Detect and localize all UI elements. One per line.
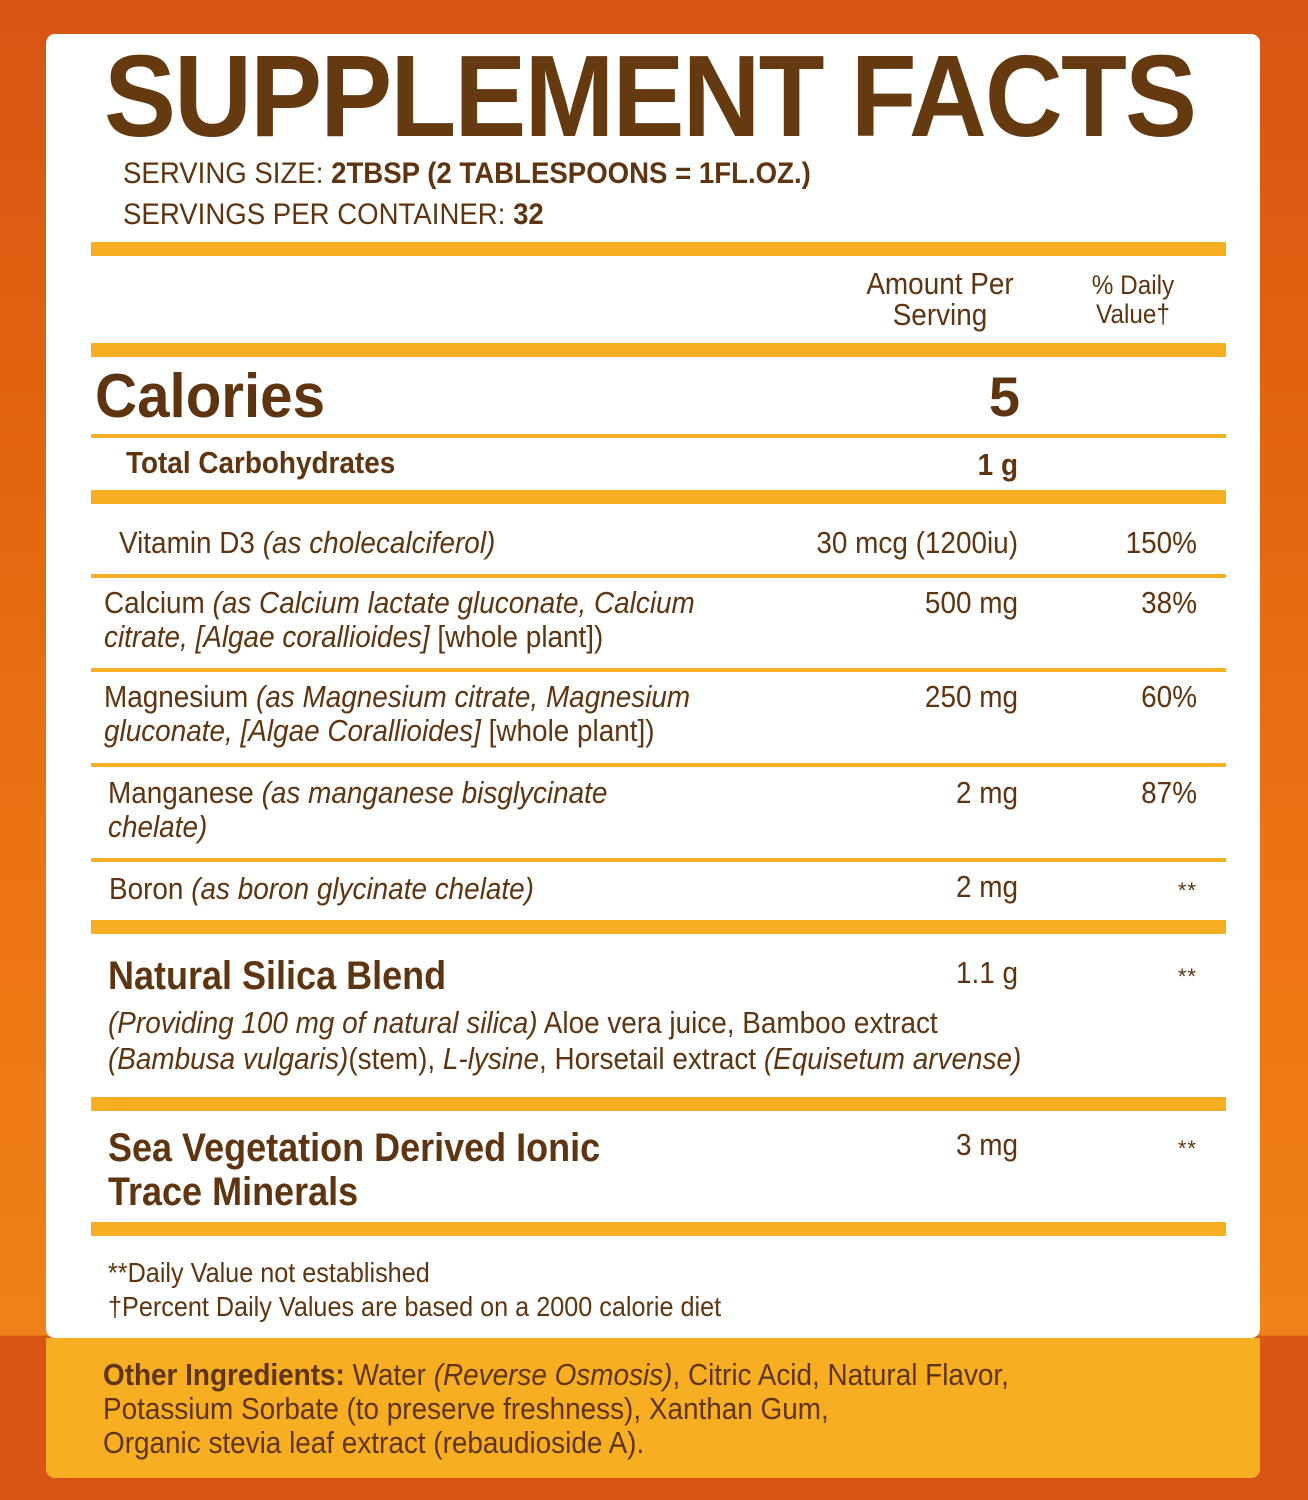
nutrient-source: (as Magnesium citrate, Magnesium [255,679,691,714]
calories-label: Calories [95,362,325,431]
servings-per-container: SERVINGS PER CONTAINER: 32 [123,197,544,233]
silica-ingredient-latin: (Bambusa vulgaris) [108,1041,349,1076]
nutrient-dv: 60% [1141,679,1197,714]
divider-thick [91,1097,1226,1111]
silica-ingredient-part: , Horsetail extract [539,1041,764,1076]
nutrient-dv: 87% [1141,775,1197,810]
trace-minerals-name-line2: Trace Minerals [108,1170,359,1214]
divider-thick [91,490,1226,504]
nutrient-source: (as manganese bisglycinate [261,775,608,810]
amount-per-serving-header: Amount Per Serving [841,268,1039,330]
nutrient-dv: 150% [1125,525,1197,560]
nutrient-source-cont: chelate) [108,809,208,844]
servings-per-container-value: 32 [513,198,544,231]
silica-blend-amount: 1.1 g [955,955,1018,990]
total-carbohydrates-amount: 1 g [977,447,1018,482]
nutrient-name: Calcium [104,585,205,620]
amount-header-line1: Amount Per [866,266,1014,301]
nutrient-row-boron: Boron (as boron glycinate chelate) [109,872,534,906]
other-ingredients-text: , Citric Acid, Natural Flavor, [672,1357,1009,1392]
trace-minerals-dv: ** [1177,1136,1197,1161]
silica-ingredient-lysine: L-lysine [442,1041,540,1076]
divider-thin [91,858,1226,862]
trace-minerals-name: Sea Vegetation Derived Ionic Trace Miner… [108,1126,600,1214]
nutrient-source-part: [whole plant]) [480,713,655,748]
nutrient-amount: 250 mg [924,679,1018,714]
nutrient-amount: 500 mg [924,585,1018,620]
divider-thick [91,1222,1226,1236]
nutrient-amount: 2 mg [955,869,1018,904]
divider-thin [91,434,1226,438]
nutrient-row-calcium: Calcium (as Calcium lactate gluconate, C… [104,586,695,654]
nutrient-name: Boron [109,871,184,906]
serving-size-value: 2TBSP (2 TABLESPOONS = 1FL.OZ.) [331,157,811,190]
other-ingredients-panel [46,1338,1260,1478]
serving-size-label: SERVING SIZE: [123,157,324,190]
silica-blend-name: Natural Silica Blend [108,954,447,998]
trace-minerals-name-line1: Sea Vegetation Derived Ionic [108,1126,601,1170]
nutrient-dv: 38% [1141,585,1197,620]
nutrient-source-cont: gluconate, [Algae Corallioides] [104,713,481,748]
page-title: SUPPLEMENT FACTS [104,31,1197,161]
serving-size: SERVING SIZE: 2TBSP (2 TABLESPOONS = 1FL… [123,156,811,192]
silica-ingredients: Aloe vera juice, Bamboo extract [537,1005,938,1040]
nutrient-source: (as Calcium lactate gluconate, Calcium [212,585,695,620]
dv-header-line2: Value† [1096,299,1170,329]
other-ingredients-line2: Potassium Sorbate (to preserve freshness… [103,1391,829,1426]
divider-thick [91,920,1226,934]
nutrient-source: (as cholecalciferol) [262,525,496,560]
silica-ingredient-part: (stem), [348,1041,443,1076]
calories-value: 5 [988,365,1020,428]
footnote-dv-not-established: **Daily Value not established [108,1257,430,1288]
other-ingredients-label: Other Ingredients: [103,1357,345,1392]
nutrient-source: (as boron glycinate chelate) [191,871,534,906]
silica-blend-dv: ** [1177,964,1197,989]
nutrient-row-manganese: Manganese (as manganese bisglycinate che… [108,776,607,844]
nutrient-amount: 30 mcg (1200iu) [816,525,1018,560]
other-ingredients-italic: (Reverse Osmosis) [433,1357,673,1392]
divider-thin [91,668,1226,672]
nutrient-source-cont: citrate, [Algae corallioides] [104,619,430,654]
divider-thick [91,242,1226,256]
amount-header-line2: Serving [892,297,988,332]
other-ingredients: Other Ingredients: Water (Reverse Osmosi… [103,1358,1009,1460]
servings-per-container-label: SERVINGS PER CONTAINER: [123,198,506,231]
silica-note: (Providing 100 mg of natural silica) [108,1005,538,1040]
other-ingredients-text: Water [344,1357,434,1392]
divider-thin [91,763,1226,767]
footnote-percent-basis: †Percent Daily Values are based on a 200… [108,1291,722,1322]
nutrient-name: Vitamin D3 [119,525,255,560]
divider-thin [91,574,1226,578]
nutrient-name: Manganese [108,775,254,810]
daily-value-header: % Daily Value† [1075,271,1192,329]
nutrient-row-vitamin-d3: Vitamin D3 (as cholecalciferol) [119,526,495,560]
silica-blend-description: (Providing 100 mg of natural silica) Alo… [108,1006,1021,1076]
nutrient-dv: ** [1177,878,1197,903]
other-ingredients-line3: Organic stevia leaf extract (rebaudiosid… [103,1425,645,1460]
nutrient-row-magnesium: Magnesium (as Magnesium citrate, Magnesi… [104,680,690,748]
dv-header-line1: % Daily [1091,270,1175,300]
nutrient-source-part: [whole plant]) [429,619,604,654]
nutrient-amount: 2 mg [955,775,1018,810]
total-carbohydrates-label: Total Carbohydrates [126,445,396,480]
silica-ingredient-latin: (Equisetum arvense) [763,1041,1022,1076]
nutrient-name: Magnesium [104,679,249,714]
trace-minerals-amount: 3 mg [955,1127,1018,1162]
divider-thick [91,343,1226,357]
